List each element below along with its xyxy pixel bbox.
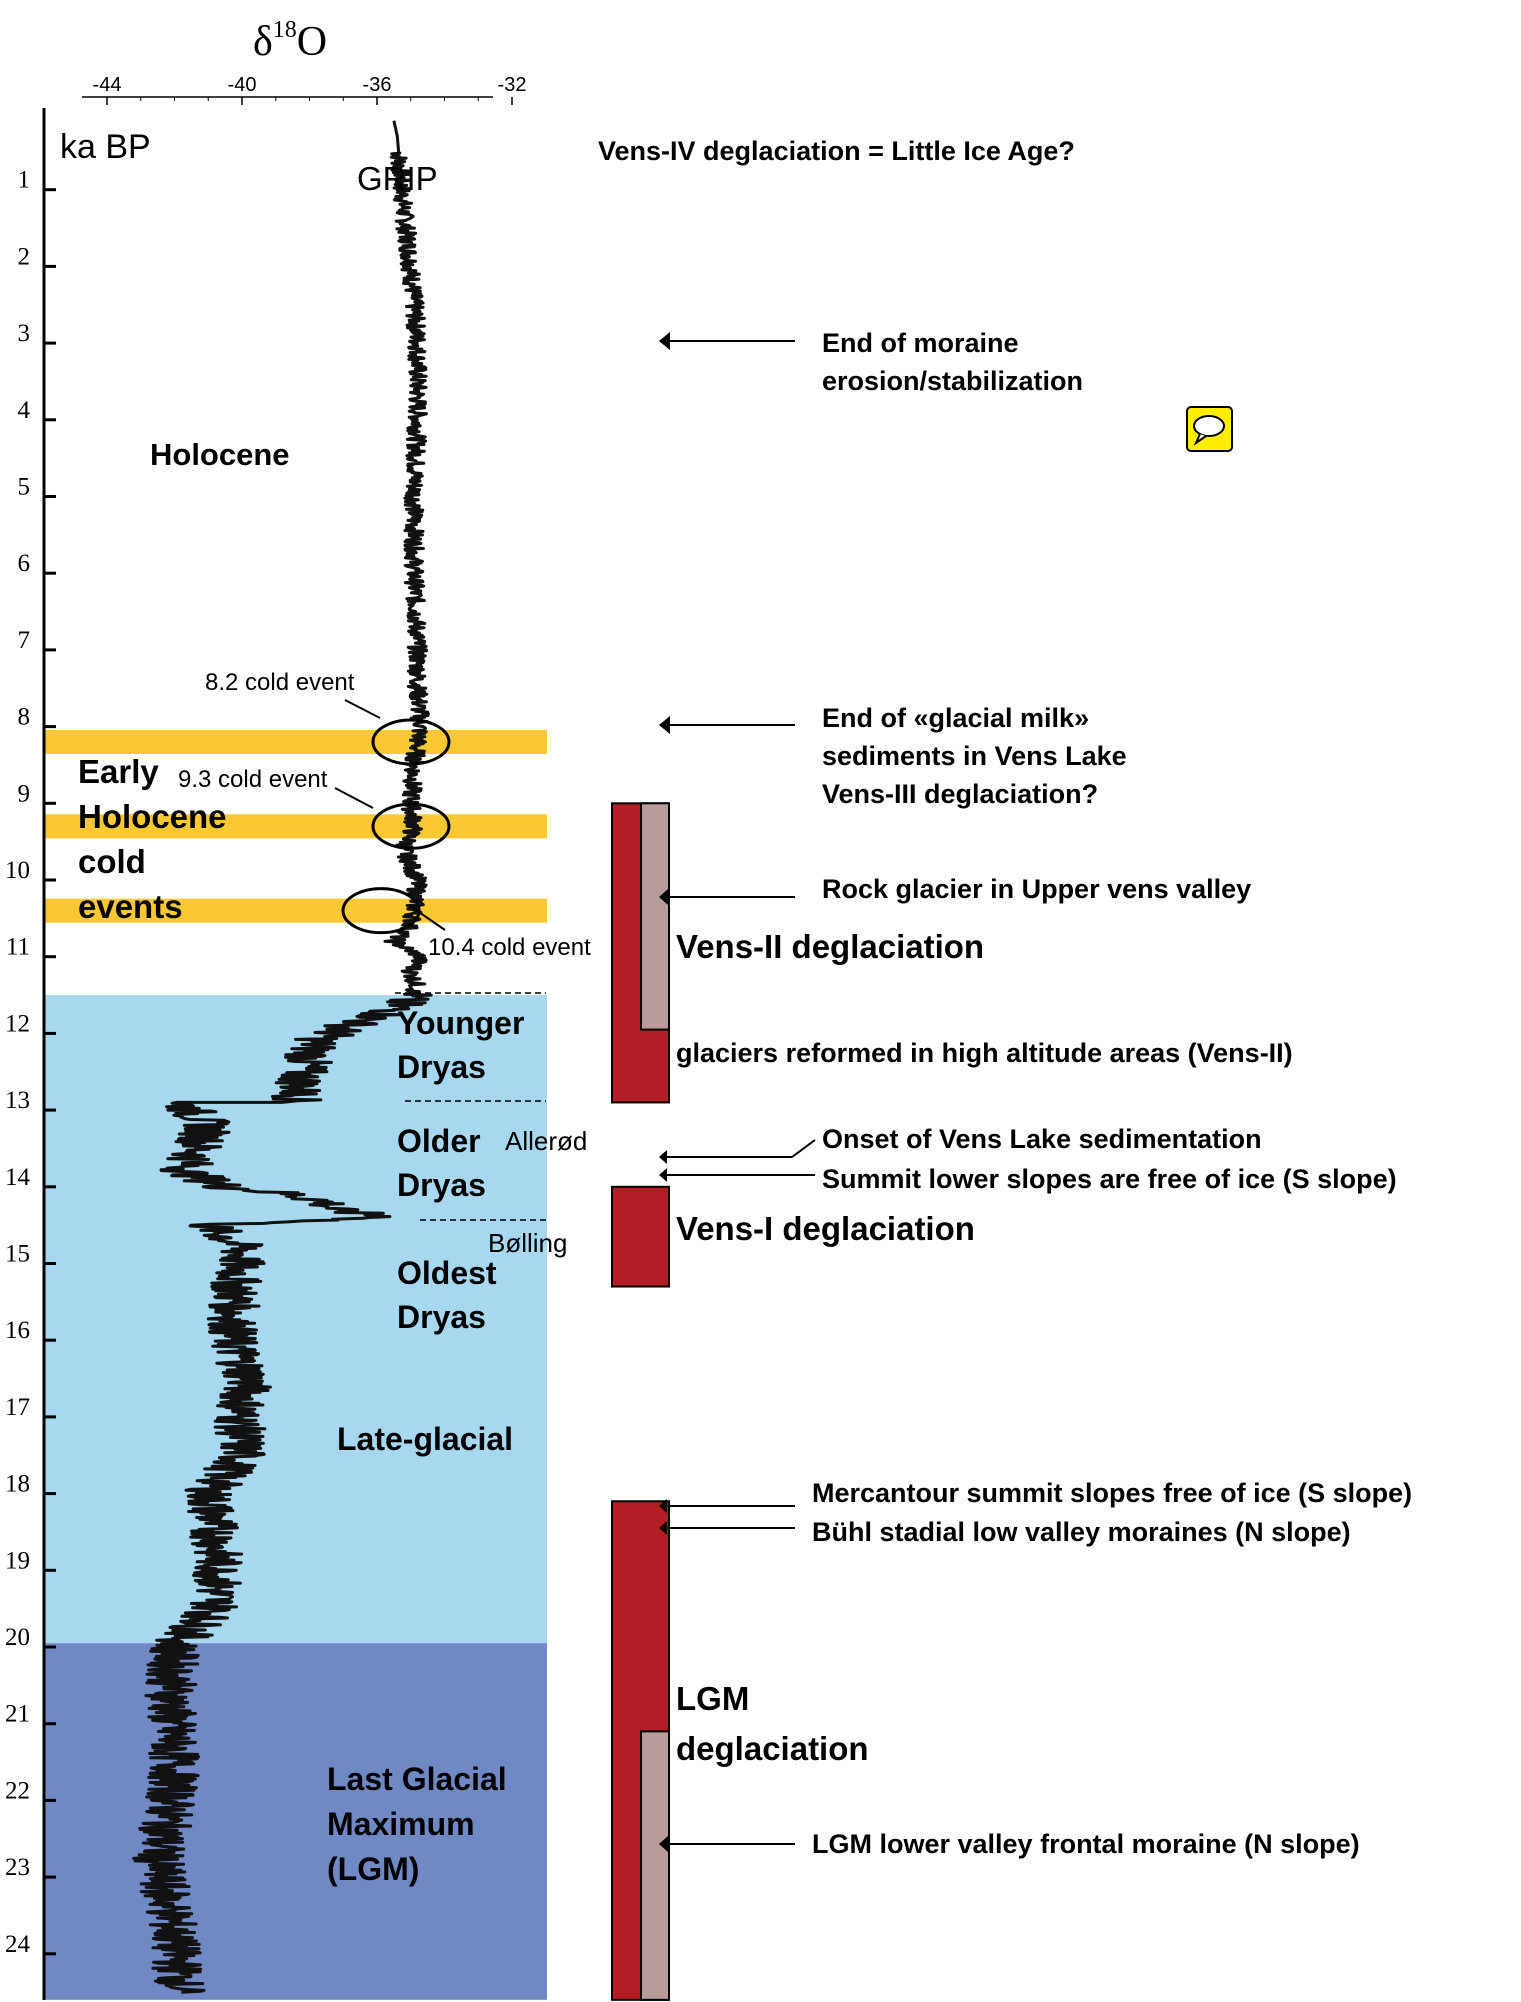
label-late-glacial: Late-glacial bbox=[337, 1421, 513, 1457]
label-early-holocene: Early Holocene cold events bbox=[78, 753, 236, 925]
cold-event-markers: 8.2 cold event 9.3 cold event 10.4 cold ev… bbox=[178, 669, 591, 961]
annotation-rock-glacier: Rock glacier in Upper vens valley bbox=[822, 874, 1251, 904]
y-tick-label-3: 3 bbox=[18, 320, 31, 347]
label-bolling: Bølling bbox=[488, 1228, 567, 1258]
climate-zones bbox=[44, 995, 547, 2000]
arrow-glacial-milk-head bbox=[659, 716, 670, 734]
arrow-rock-glacier-head bbox=[659, 889, 668, 905]
annotation-mercantour: Mercantour summit slopes free of ice (S … bbox=[812, 1478, 1412, 1508]
speech-bubble-tail bbox=[1193, 433, 1207, 446]
deglaciation-bar-grey-0 bbox=[640, 802, 670, 1031]
arrow-onset bbox=[660, 1139, 816, 1158]
y-axis-title: ka BP bbox=[60, 128, 151, 166]
cold-event-bands bbox=[44, 729, 547, 923]
cold-band-0 bbox=[44, 729, 547, 754]
isotope-superscript: 18 bbox=[273, 17, 297, 43]
grip-series-line bbox=[132, 120, 433, 1994]
cold-event-leader-1 bbox=[334, 787, 374, 809]
x-axis-ticks: -44 -40 -36 -32 bbox=[93, 74, 527, 105]
arrow-moraine-head bbox=[659, 332, 670, 350]
x-axis-title: δ18O bbox=[253, 17, 327, 65]
label-vens-i: Vens-I deglaciation bbox=[676, 1210, 975, 1247]
zone-1 bbox=[44, 1643, 547, 2000]
y-tick-label-20: 20 bbox=[5, 1624, 30, 1651]
x-tick-label-1: -40 bbox=[228, 74, 257, 96]
cold-event-label-1: 9.3 cold event bbox=[178, 766, 328, 793]
arrow-onset-head bbox=[659, 1150, 667, 1164]
speech-bubble-icon[interactable] bbox=[1193, 415, 1225, 437]
y-tick-label-23: 23 bbox=[5, 1854, 30, 1881]
deglaciation-bars bbox=[611, 802, 670, 2001]
y-tick-label-18: 18 bbox=[5, 1471, 30, 1498]
y-tick-label-13: 13 bbox=[5, 1087, 30, 1114]
label-older-dryas: Older Dryas bbox=[397, 1123, 489, 1203]
arrow-mercantour-head bbox=[659, 1499, 667, 1513]
deglaciation-bar-grey-2 bbox=[640, 1730, 670, 2001]
annotation-arrows bbox=[659, 332, 816, 1852]
y-tick-label-8: 8 bbox=[18, 704, 31, 731]
annotation-buhl: Bühl stadial low valley moraines (N slop… bbox=[812, 1517, 1351, 1547]
cold-band-1 bbox=[44, 814, 547, 839]
y-tick-label-22: 22 bbox=[5, 1777, 30, 1804]
annotation-lgm-moraine: LGM lower valley frontal moraine (N slop… bbox=[812, 1829, 1360, 1859]
y-tick-label-17: 17 bbox=[5, 1394, 30, 1421]
annotation-glacial-milk: End of «glacial milk» sediments in Vens … bbox=[822, 703, 1134, 809]
arrow-summit-head bbox=[659, 1168, 667, 1182]
cold-band-2 bbox=[44, 898, 547, 923]
y-tick-label-10: 10 bbox=[5, 857, 30, 884]
y-tick-label-11: 11 bbox=[6, 934, 30, 961]
label-allerod: Allerød bbox=[505, 1126, 587, 1156]
x-tick-label-3: -32 bbox=[498, 74, 527, 96]
y-tick-label-16: 16 bbox=[5, 1317, 30, 1344]
annotation-summit: Summit lower slopes are free of ice (S s… bbox=[822, 1164, 1397, 1194]
y-tick-label-2: 2 bbox=[18, 243, 31, 270]
annotation-vens-iv: Vens-IV deglaciation = Little Ice Age? bbox=[598, 136, 1075, 166]
label-lgm: Last Glacial Maximum (LGM) bbox=[327, 1761, 516, 1887]
cold-event-label-2: 10.4 cold event bbox=[428, 934, 591, 961]
y-tick-label-9: 9 bbox=[18, 780, 31, 807]
label-oldest-dryas: Oldest Dryas bbox=[397, 1255, 505, 1335]
y-tick-label-7: 7 bbox=[18, 627, 31, 654]
arrow-lgm-moraine-head bbox=[659, 1836, 668, 1852]
y-tick-label-24: 24 bbox=[5, 1931, 31, 1958]
annotation-onset: Onset of Vens Lake sedimentation bbox=[822, 1124, 1262, 1154]
y-tick-label-19: 19 bbox=[5, 1547, 30, 1574]
isotope-letter: O bbox=[297, 19, 327, 65]
cold-event-ellipse-1 bbox=[371, 802, 451, 850]
y-tick-label-1: 1 bbox=[18, 167, 31, 194]
x-tick-label-0: -44 bbox=[93, 74, 122, 96]
cold-event-leader-2 bbox=[409, 905, 446, 931]
y-tick-label-6: 6 bbox=[18, 550, 31, 577]
cold-event-label-0: 8.2 cold event bbox=[205, 669, 355, 696]
y-tick-label-12: 12 bbox=[5, 1010, 30, 1037]
annotation-reformed: glaciers reformed in high altitude areas… bbox=[676, 1038, 1293, 1068]
label-vens-ii: Vens-II deglaciation bbox=[676, 928, 984, 965]
y-tick-label-15: 15 bbox=[5, 1241, 30, 1268]
delta-symbol: δ bbox=[253, 19, 273, 65]
y-tick-label-4: 4 bbox=[18, 397, 31, 424]
zone-0 bbox=[44, 995, 547, 1644]
deglaciation-bar-red-1 bbox=[611, 1185, 670, 1288]
annotation-moraine: End of moraine erosion/stabilization bbox=[822, 328, 1083, 396]
label-younger-dryas: Younger Dryas bbox=[397, 1005, 533, 1085]
label-lgm-deglaciation: LGM deglaciation bbox=[676, 1680, 869, 1767]
cold-event-ellipse-0 bbox=[371, 718, 451, 766]
comment-icon[interactable] bbox=[1186, 406, 1233, 452]
cold-event-ellipse-2 bbox=[341, 887, 421, 935]
x-tick-label-2: -36 bbox=[363, 74, 392, 96]
cold-event-leader-0 bbox=[344, 699, 381, 719]
y-tick-label-14: 14 bbox=[5, 1164, 31, 1191]
arrow-buhl-head bbox=[659, 1521, 667, 1535]
y-tick-label-5: 5 bbox=[18, 474, 31, 501]
label-holocene: Holocene bbox=[150, 437, 290, 472]
y-tick-label-21: 21 bbox=[5, 1701, 30, 1728]
series-label: GRIP bbox=[357, 160, 438, 197]
